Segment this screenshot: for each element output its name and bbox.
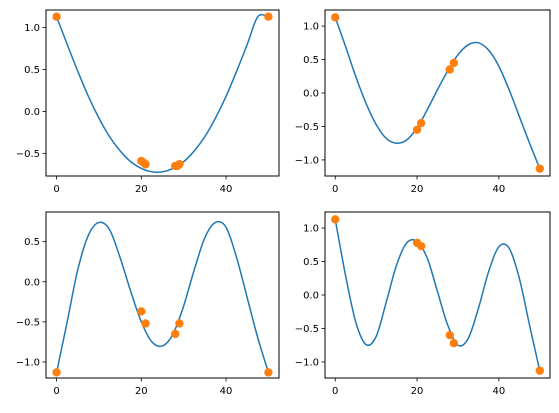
series-line (334, 17, 541, 169)
data-point (141, 319, 150, 328)
y-tick-label: 0.0 (303, 89, 319, 100)
data-point (175, 319, 184, 328)
x-tick-label: 20 (411, 386, 424, 397)
y-tick-label: 1.0 (24, 23, 40, 34)
data-point (449, 338, 459, 348)
data-point (264, 12, 273, 21)
data-point (416, 241, 426, 251)
axes-frame (45, 211, 280, 379)
data-point (412, 125, 422, 135)
axes-frame (324, 9, 551, 177)
data-point (331, 215, 340, 224)
y-tick-label: −0.5 (295, 122, 319, 133)
subplot-1: 0 20 40 −0.5 0.0 0.5 1.0 (16, 9, 280, 195)
data-point (175, 160, 184, 169)
y-tick-label: 0.5 (24, 65, 40, 76)
series-line (55, 220, 270, 373)
axes-frame (45, 9, 280, 177)
series-line (334, 219, 541, 371)
y-tick-label: −1.0 (295, 357, 319, 368)
x-tick-label: 20 (411, 184, 424, 195)
y-tick-label: −0.5 (295, 324, 319, 335)
x-tick-label: 0 (332, 386, 338, 397)
data-point (264, 368, 273, 377)
y-tick-label: 0.5 (24, 237, 40, 248)
x-tick-label: 40 (492, 184, 505, 195)
y-tick-label: −0.5 (16, 317, 40, 328)
data-point (141, 160, 150, 169)
data-point (331, 13, 340, 22)
y-tick-label: 0.0 (24, 107, 40, 118)
y-tick-label: −1.0 (16, 357, 40, 368)
x-tick-label: 40 (220, 184, 233, 195)
x-tick-label: 0 (53, 184, 59, 195)
y-tick-label: 0.0 (303, 291, 319, 302)
subplot-2: 0 20 40 −1.0 −0.5 0.0 0.5 1.0 (295, 9, 551, 195)
data-point (445, 65, 454, 74)
y-tick-label: 1.0 (303, 224, 319, 235)
data-point (449, 58, 459, 68)
x-tick-label: 0 (332, 184, 338, 195)
x-tick-label: 20 (135, 386, 148, 397)
y-tick-label: 0.5 (303, 257, 319, 268)
axes-frame (324, 211, 551, 379)
series-line (55, 13, 269, 173)
y-tick-label: 0.0 (24, 277, 40, 288)
y-tick-label: −0.5 (16, 149, 40, 160)
x-tick-label: 0 (53, 386, 59, 397)
y-tick-label: 1.0 (303, 22, 319, 33)
data-point (52, 12, 61, 21)
x-tick-label: 40 (492, 386, 505, 397)
data-point (535, 366, 544, 375)
subplot-3: 0 20 40 −1.0 −0.5 0.0 0.5 (16, 211, 280, 397)
data-point (445, 330, 454, 340)
x-tick-label: 20 (135, 184, 148, 195)
y-tick-label: 0.5 (303, 55, 319, 66)
data-point (416, 118, 426, 128)
x-tick-label: 40 (220, 386, 233, 397)
data-point (52, 368, 61, 377)
data-point (535, 164, 544, 173)
subplot-4: 0 20 40 −1.0 −0.5 0.0 0.5 1.0 (295, 211, 551, 397)
y-tick-label: −1.0 (295, 155, 319, 166)
data-point (171, 329, 180, 339)
data-point (137, 307, 146, 316)
